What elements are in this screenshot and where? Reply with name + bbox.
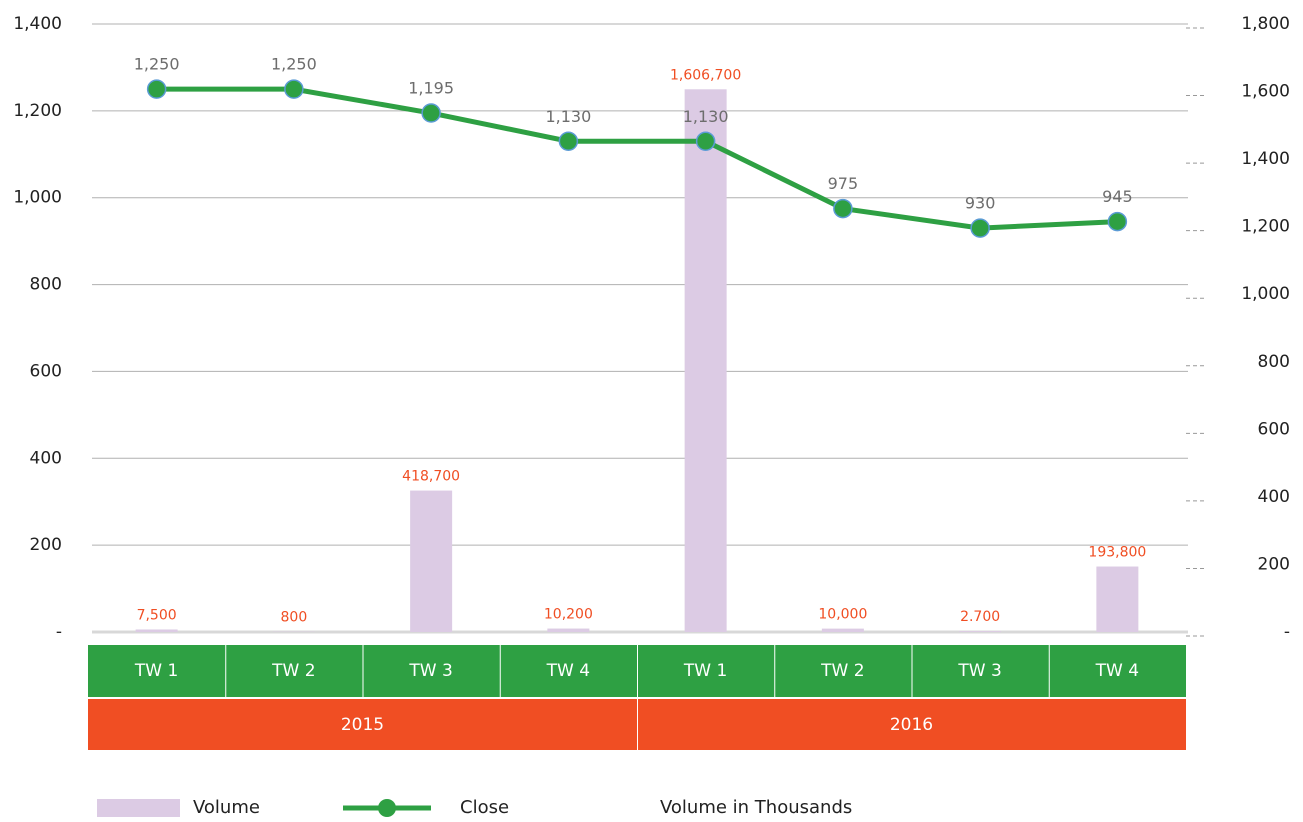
x-tick-label: TW 4 [1095,661,1139,681]
y2-tick-label: 600 [1258,419,1290,439]
y2-tick-label: 1,000 [1241,284,1290,304]
x-tick-label: TW 3 [957,661,1001,681]
x-tick-label: TW 2 [271,661,315,681]
line-value-label: 1,250 [271,55,317,74]
category-cell [775,645,912,697]
close-marker [833,198,853,219]
y2-tick-label: 1,200 [1241,217,1290,237]
line-value-label: 1,250 [134,55,180,74]
bar [959,631,1002,632]
bar-value-label: 193,800 [1088,545,1146,561]
line-value-label: 1,130 [683,107,729,126]
close-marker [970,218,990,238]
y-tick-label: 800 [30,275,62,295]
y2-tick-label: 200 [1258,554,1290,574]
x-tick-label: TW 3 [408,661,452,681]
legend-marker [378,799,396,817]
bar-value-label: 1,606,700 [670,67,741,83]
y-tick-label: 400 [30,448,62,468]
y2-tick-label: 1,800 [1241,14,1290,34]
y-tick-label: - [56,622,62,642]
line-value-label: 1,130 [545,107,591,126]
y2-tick-label: 1,400 [1241,149,1290,169]
y2-tick-label: 800 [1258,352,1290,372]
close-marker [421,103,441,123]
bar-value-label: 10,000 [818,607,867,623]
legend-label: Volume [193,797,260,818]
x-tick-label: TW 1 [683,661,727,681]
close-marker [284,79,304,99]
y-tick-label: 200 [30,535,62,555]
y2-tick-label: 1,600 [1241,82,1290,102]
group-cell [638,699,1186,750]
close-marker [1107,211,1128,232]
group-label: 2016 [890,715,933,735]
line-value-label: 1,195 [408,79,454,98]
line-value-label: 945 [1102,187,1133,206]
bar-value-label: 800 [281,610,308,626]
y2-tick-label: - [1284,622,1290,642]
close-marker [146,79,167,99]
category-cell [363,645,500,697]
group-cell [88,699,637,750]
bar [410,490,453,632]
category-cell [88,645,226,697]
category-cell [912,645,1049,697]
y-tick-label: 1,200 [13,101,62,121]
y2-tick-label: 400 [1258,487,1290,507]
category-cell [226,645,363,697]
category-cell [1049,645,1186,697]
x-tick-label: TW 1 [134,661,178,681]
legend-label: Close [460,797,509,818]
legend-swatch [97,799,180,817]
y-tick-label: 600 [30,361,62,381]
x-tick-label: TW 2 [820,661,864,681]
bar [684,89,727,633]
bar-value-label: 2.700 [960,609,1000,625]
category-cell [638,645,775,697]
line-value-label: 975 [828,174,859,193]
y-tick-label: 1,000 [13,188,62,208]
close-marker [695,131,716,152]
bar-value-label: 418,700 [402,469,460,485]
close-line [156,86,1118,231]
line-value-label: 930 [965,194,996,213]
bar [821,628,864,632]
bar [1096,566,1139,632]
bar [135,629,178,632]
bar [547,628,590,632]
bar-value-label: 7,500 [137,607,177,623]
x-tick-label: TW 4 [546,661,590,681]
y-tick-label: 1,400 [13,14,62,34]
close-marker [558,131,579,152]
annotation: Volume in Thousands [660,797,852,818]
category-cell [500,645,637,697]
bar-value-label: 10,200 [544,607,593,623]
group-label: 2015 [341,715,384,735]
